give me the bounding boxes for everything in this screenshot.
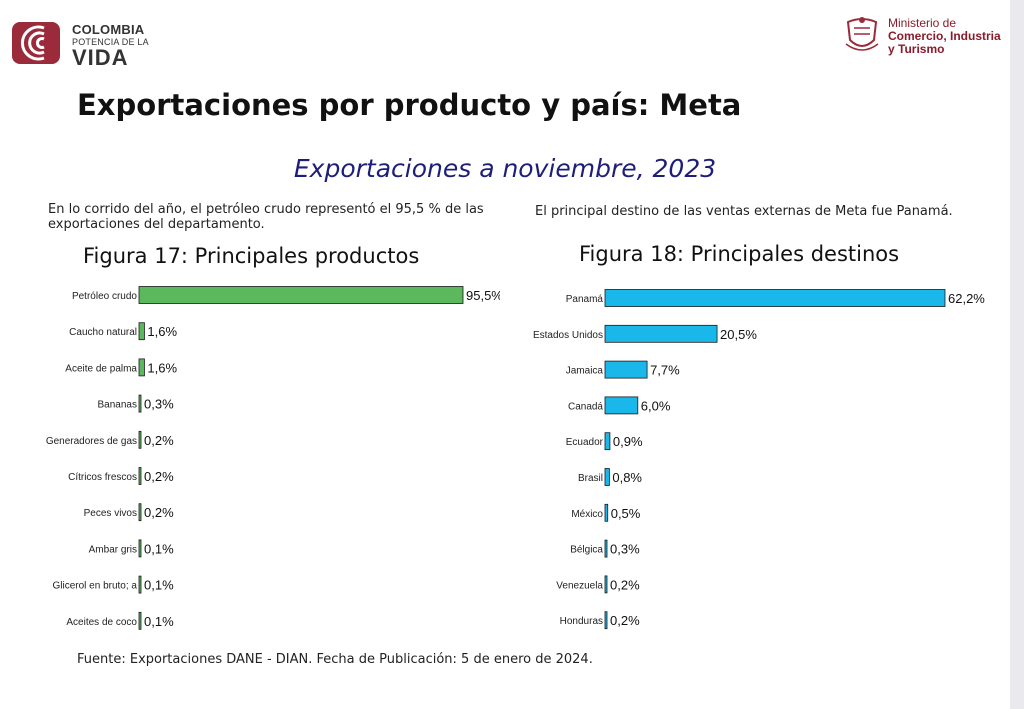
- ministry-line3: y Turismo: [888, 42, 945, 56]
- category-label: Peces vivos: [84, 508, 137, 519]
- data-label: 0,8%: [612, 470, 642, 485]
- category-label: Ecuador: [566, 437, 604, 448]
- category-label: Bananas: [98, 400, 137, 411]
- bar: [138, 430, 142, 449]
- bar: [604, 360, 648, 379]
- data-label: 7,7%: [650, 363, 680, 378]
- data-label: 0,2%: [610, 613, 640, 628]
- data-label: 0,2%: [144, 433, 174, 448]
- bar: [138, 539, 142, 558]
- page-title: Exportaciones por producto y país: Meta: [77, 88, 742, 122]
- data-label: 0,2%: [610, 577, 640, 592]
- bar: [604, 324, 718, 343]
- figure18-title: Figura 18: Principales destinos: [579, 242, 900, 266]
- bar: [138, 503, 142, 522]
- destinations-bar-chart: Panamá 62,2% Estados Unidos 20,5% Jamaica 7,7…: [533, 289, 985, 630]
- bar: [138, 575, 142, 594]
- destinations-description: El principal destino de las ventas exter…: [535, 204, 953, 219]
- data-label: 0,2%: [144, 505, 174, 520]
- bar: [604, 575, 608, 594]
- category-label: Panamá: [566, 294, 604, 305]
- category-label: Ambar gris: [89, 544, 137, 555]
- category-label: Brasil: [578, 473, 603, 484]
- bar: [604, 539, 608, 558]
- bar: [138, 358, 145, 377]
- bar: [138, 286, 464, 304]
- data-label: 62,2%: [948, 291, 985, 306]
- data-label: 0,1%: [144, 578, 174, 593]
- category-label: Petróleo crudo: [72, 291, 137, 302]
- bar: [604, 289, 946, 307]
- category-label: Venezuela: [556, 580, 603, 591]
- ministry-logo: Ministerio de Comercio, Industria y Turi…: [842, 14, 1012, 60]
- data-label: 0,3%: [144, 397, 174, 412]
- data-label: 1,6%: [147, 360, 177, 375]
- data-label: 1,6%: [147, 324, 177, 339]
- bar: [604, 432, 611, 451]
- products-bar-chart: Petróleo crudo 95,5% Caucho natural 1,6% Ace…: [46, 286, 500, 630]
- data-label: 0,1%: [144, 541, 174, 556]
- category-label: México: [571, 509, 603, 520]
- bar: [138, 611, 142, 630]
- data-label: 0,2%: [144, 469, 174, 484]
- bar: [604, 396, 639, 415]
- bar: [138, 322, 145, 341]
- page-subtitle: Exportaciones a noviembre, 2023: [293, 154, 717, 183]
- data-label: 0,3%: [610, 542, 640, 557]
- bar: [138, 394, 142, 413]
- ministry-line1: Ministerio de: [888, 16, 957, 30]
- source-note: Fuente: Exportaciones DANE - DIAN. Fecha…: [77, 652, 593, 667]
- data-label: 6,0%: [641, 398, 671, 413]
- bar: [604, 468, 610, 486]
- page-edge: [1010, 0, 1024, 709]
- data-label: 95,5%: [466, 288, 500, 303]
- brand-name-line2: POTENCIA DE LA: [72, 37, 149, 47]
- data-label: 0,1%: [144, 614, 174, 629]
- category-label: Jamaica: [566, 366, 604, 377]
- category-label: Generadores de gas: [46, 436, 137, 447]
- category-label: Bélgica: [570, 545, 603, 556]
- category-label: Canadá: [568, 401, 603, 412]
- ministry-line2: Comercio, Industria: [888, 29, 1001, 43]
- data-label: 20,5%: [720, 327, 757, 342]
- brand-name-line1: COLOMBIA: [72, 22, 145, 37]
- bar: [138, 467, 142, 485]
- category-label: Caucho natural: [69, 327, 137, 338]
- products-description: En lo corrido del año, el petróleo crudo…: [48, 202, 484, 232]
- figure17-title: Figura 17: Principales productos: [83, 244, 420, 268]
- coat-of-arms-icon: [845, 17, 879, 51]
- category-label: Cítricos frescos: [68, 472, 137, 483]
- colombia-logo: COLOMBIA POTENCIA DE LA VIDA: [10, 18, 150, 74]
- brand-name-line3: VIDA: [72, 45, 129, 70]
- bar: [604, 611, 608, 630]
- brand-mark-icon: [12, 22, 60, 64]
- data-label: 0,5%: [611, 506, 641, 521]
- category-label: Honduras: [560, 616, 603, 627]
- category-label: Glicerol en bruto; a: [53, 581, 138, 592]
- category-label: Aceite de palma: [65, 363, 137, 374]
- bar: [604, 503, 609, 522]
- category-label: Aceites de coco: [66, 617, 137, 628]
- category-label: Estados Unidos: [533, 330, 603, 341]
- data-label: 0,9%: [613, 434, 643, 449]
